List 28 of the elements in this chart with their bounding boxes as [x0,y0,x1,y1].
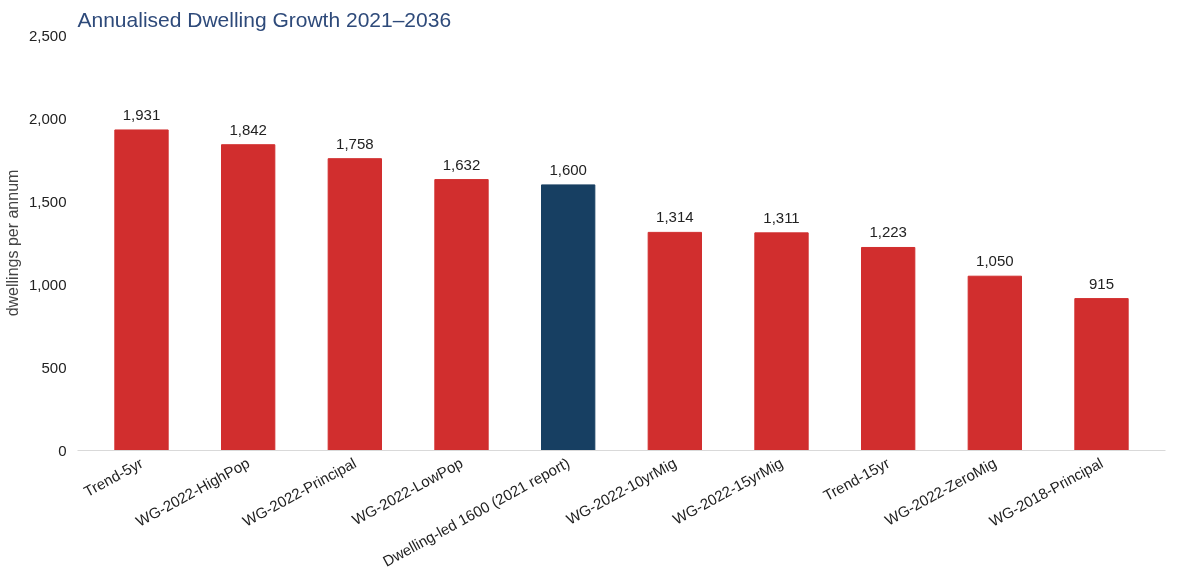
bar [541,184,596,451]
bar [1074,298,1129,451]
y-tick-label: 1,500 [28,192,67,210]
data-label: 1,314 [656,208,694,226]
bar [434,179,489,451]
bar [647,231,702,451]
data-label: 1,842 [229,120,267,138]
y-tick-label: 500 [41,358,67,376]
bar [221,144,276,451]
bar [114,129,169,451]
bar [327,158,382,451]
data-label: 1,632 [442,155,481,173]
data-label: 1,600 [549,160,587,178]
data-label: 1,758 [336,134,374,152]
data-label: 1,311 [763,208,800,226]
bar [967,275,1022,451]
data-label: 1,931 [122,105,161,123]
y-tick-label: 0 [58,441,67,459]
y-tick-label: 1,000 [28,275,67,293]
y-axis-title: dwellings per annum [3,169,21,317]
data-label: 1,050 [976,252,1014,270]
chart-title: Annualised Dwelling Growth 2021–2036 [77,7,452,31]
bar [861,246,916,451]
bar [754,232,809,451]
y-tick-label: 2,500 [28,26,67,44]
data-label: 1,223 [869,223,907,241]
y-tick-label: 2,000 [28,109,67,127]
data-label: 915 [1088,274,1115,292]
